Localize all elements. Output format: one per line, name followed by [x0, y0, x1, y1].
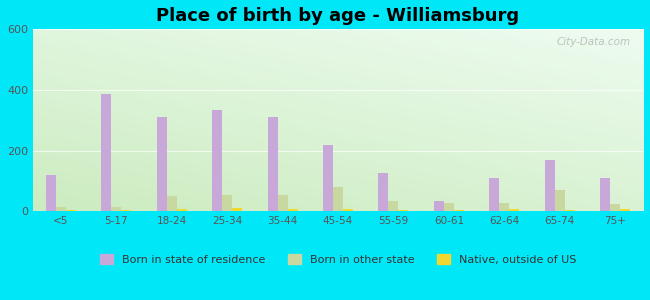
Bar	[56, 207, 66, 211]
Bar	[268, 117, 278, 211]
Bar	[454, 210, 464, 211]
Bar	[444, 203, 454, 211]
Bar	[565, 210, 575, 211]
Bar	[434, 201, 444, 211]
Bar	[177, 209, 187, 211]
Bar	[333, 187, 343, 211]
Bar	[545, 160, 555, 211]
Title: Place of birth by age - Williamsburg: Place of birth by age - Williamsburg	[157, 7, 519, 25]
Bar	[66, 210, 75, 211]
Bar	[499, 203, 510, 211]
Bar	[489, 178, 499, 211]
Bar	[620, 209, 630, 211]
Bar	[323, 145, 333, 211]
Bar	[166, 196, 177, 211]
Bar	[601, 178, 610, 211]
Bar	[111, 207, 121, 211]
Bar	[555, 190, 565, 211]
Bar	[121, 210, 131, 211]
Bar	[212, 110, 222, 211]
Bar	[232, 208, 242, 211]
Text: City-Data.com: City-Data.com	[557, 37, 631, 46]
Bar	[287, 209, 298, 211]
Bar	[343, 209, 353, 211]
Bar	[222, 196, 232, 211]
Bar	[46, 175, 56, 211]
Bar	[389, 201, 398, 211]
Bar	[278, 195, 287, 211]
Legend: Born in state of residence, Born in other state, Native, outside of US: Born in state of residence, Born in othe…	[96, 250, 580, 269]
Bar	[378, 173, 389, 211]
Bar	[398, 210, 408, 211]
Bar	[510, 209, 519, 211]
Bar	[101, 94, 111, 211]
Bar	[157, 117, 166, 211]
Bar	[610, 204, 620, 211]
